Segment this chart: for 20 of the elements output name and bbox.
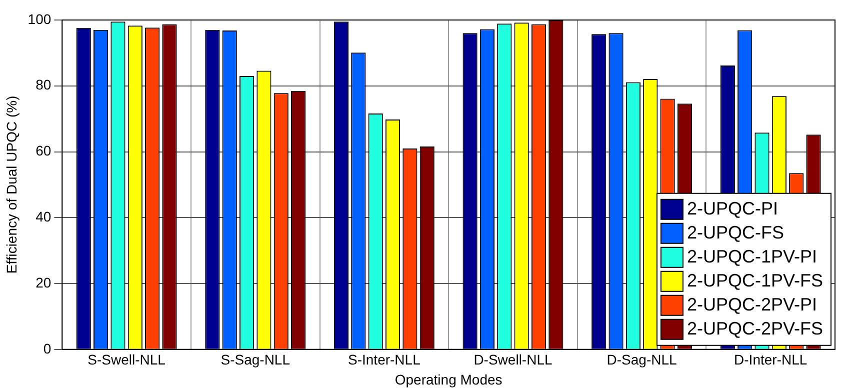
y-tick-label: 40	[36, 208, 52, 224]
x-tick-label: D-Sag-NLL	[606, 352, 678, 368]
y-tick-label: 60	[36, 142, 52, 159]
y-axis-title: Efficiency of Dual UPQC (%)	[3, 96, 20, 274]
y-tick-label: 80	[36, 76, 52, 93]
x-axis-title: Operating Modes	[394, 371, 502, 388]
y-tick-label: 20	[36, 274, 52, 290]
legend-label: 2-UPQC-FS	[686, 222, 784, 242]
y-tick-label: 100	[28, 10, 52, 27]
x-tick-label: D-Swell-NLL	[474, 352, 552, 368]
x-tick-label: S-Swell-NLL	[88, 352, 166, 368]
legend-label: 2-UPQC-1PV-PI	[686, 246, 818, 266]
x-tick-label: S-Sag-NLL	[220, 352, 290, 368]
x-tick-label: S-Inter-NLL	[348, 352, 421, 368]
legend-label: 2-UPQC-1PV-FS	[686, 270, 824, 290]
legend-label: 2-UPQC-PI	[686, 198, 778, 218]
y-tick-label: 0	[43, 340, 52, 356]
x-tick-label: D-Inter-NLL	[734, 352, 808, 368]
legend-label: 2-UPQC-2PV-PI	[686, 294, 818, 314]
legend-label: 2-UPQC-2PV-FS	[686, 318, 824, 338]
